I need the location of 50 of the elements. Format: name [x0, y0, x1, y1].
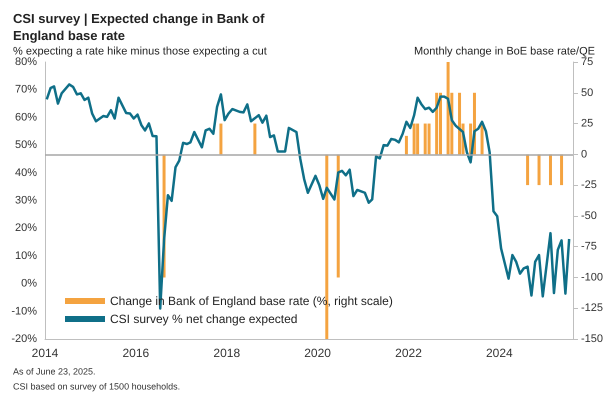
y2-tick-label: -75	[581, 240, 597, 253]
bar	[446, 62, 450, 154]
y2-tick-label: -125	[581, 302, 604, 314]
y-tick-label: 20%	[14, 222, 38, 234]
text: CSI based on survey of 1500 households.	[13, 382, 180, 392]
x-tick-label: 2020	[304, 346, 332, 360]
bar	[253, 124, 256, 154]
y-tick-label: 70%	[14, 84, 38, 96]
x-tick-label: 2022	[395, 346, 422, 360]
x-tick-label: 2024	[486, 346, 514, 360]
y-tick-label: 30%	[14, 194, 38, 206]
y2-tick-label: -150	[581, 333, 604, 345]
x-tick-label: 2018	[213, 346, 240, 360]
y-tick-label: 40%	[14, 166, 38, 179]
x-tick-label: 2014	[32, 346, 59, 360]
y2-tick-label: 75	[581, 56, 594, 68]
bar	[439, 92, 442, 154]
y-tick-label: 60%	[14, 111, 38, 124]
bar	[424, 124, 427, 154]
y2-axis-title: Monthly change in BoE base rate/QE	[414, 46, 596, 58]
bar	[404, 136, 408, 154]
bar	[412, 124, 416, 154]
bar	[219, 124, 222, 154]
x-tick-label: 2016	[122, 346, 150, 360]
y-tick-label: 10%	[14, 250, 38, 262]
bar	[538, 154, 541, 186]
bar	[428, 124, 431, 154]
y2-tick-label: -100	[581, 271, 604, 284]
bar	[458, 92, 462, 154]
y-tick-label: 0%	[21, 278, 38, 290]
bar	[548, 154, 552, 186]
chart-title: CSI survey | Expected change in Bank of England base rate	[13, 11, 268, 43]
y-tick-label: -10%	[11, 305, 38, 318]
chart-subtitle: % expecting a rate hike minus those expecting a cut	[13, 46, 267, 58]
y-tick-label: 80%	[14, 56, 38, 68]
y2-tick-label: 25	[581, 118, 594, 130]
bar	[526, 154, 530, 186]
legend-label: CSI survey % net change expected	[110, 312, 298, 326]
y2-tick-label: 50	[581, 86, 594, 99]
bar	[560, 154, 564, 186]
line-series	[45, 83, 570, 310]
y2-tick-label: -25	[581, 179, 597, 192]
y-tick-label: -20%	[11, 333, 38, 345]
y2-tick-label: -50	[581, 210, 597, 222]
bar	[416, 124, 420, 154]
bar	[435, 92, 438, 154]
y-tick-label: 50%	[14, 139, 38, 152]
y2-tick-label: 0	[581, 148, 588, 160]
bar	[480, 124, 484, 154]
text: As of June 23, 2025.	[13, 366, 96, 376]
